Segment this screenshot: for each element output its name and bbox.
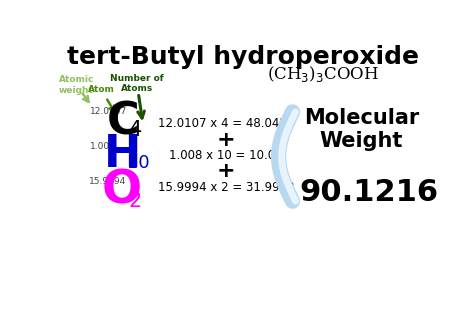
Text: H: H	[104, 133, 141, 176]
Text: Molecular: Molecular	[304, 108, 419, 128]
Text: 15.9994 x 2 = 31.9988: 15.9994 x 2 = 31.9988	[158, 181, 294, 194]
Text: 1.008: 1.008	[90, 142, 116, 151]
Text: 90.1216: 90.1216	[300, 178, 439, 207]
Text: 12.0107 x 4 = 48.0428: 12.0107 x 4 = 48.0428	[158, 117, 294, 130]
Text: +: +	[217, 161, 235, 181]
Text: Number of
Atoms: Number of Atoms	[110, 74, 164, 93]
Text: 1.008 x 10 = 10.08: 1.008 x 10 = 10.08	[169, 148, 283, 162]
Text: 15.9994: 15.9994	[89, 177, 126, 186]
Text: 2: 2	[128, 191, 142, 211]
Text: 12.0107: 12.0107	[90, 107, 128, 116]
Text: tert-Butyl hydroperoxide: tert-Butyl hydroperoxide	[67, 45, 419, 69]
Text: 10: 10	[127, 154, 150, 172]
Text: O: O	[101, 169, 141, 214]
Text: (CH$_3$)$_3$COOH: (CH$_3$)$_3$COOH	[267, 64, 379, 84]
Text: C: C	[107, 100, 139, 144]
Text: Atomic
weight: Atomic weight	[59, 75, 94, 95]
Text: +: +	[217, 130, 235, 150]
Text: 4: 4	[129, 120, 143, 140]
Text: Atom: Atom	[89, 85, 115, 94]
Text: Weight: Weight	[320, 131, 403, 151]
